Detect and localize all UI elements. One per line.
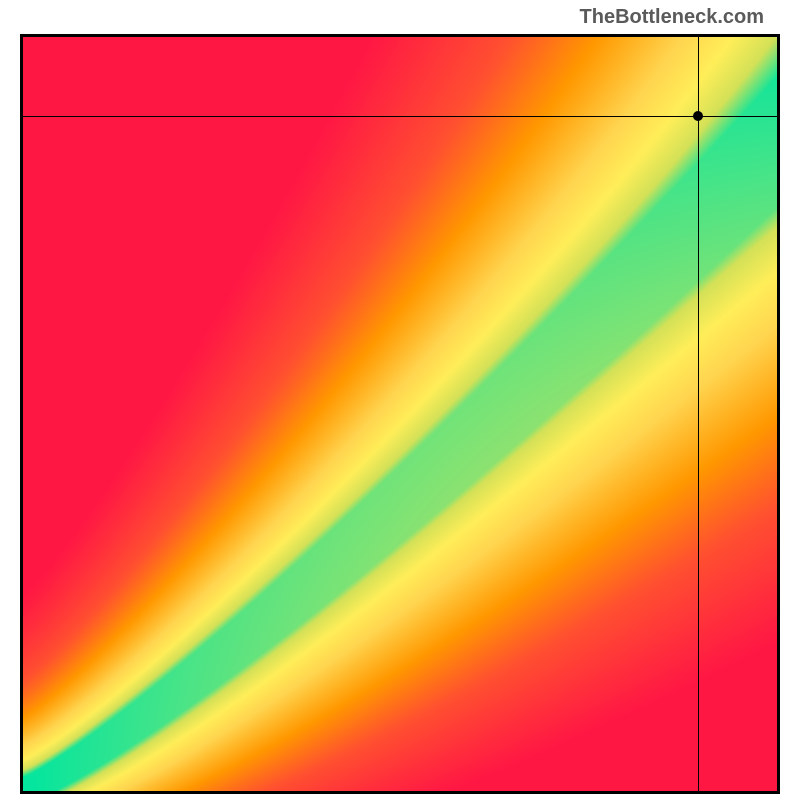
watermark-text: TheBottleneck.com [580,6,764,29]
bottleneck-heatmap [20,34,780,794]
heatmap-canvas [23,37,777,791]
crosshair-vertical [698,37,699,791]
crosshair-marker-dot [693,111,703,121]
crosshair-horizontal [23,116,777,117]
